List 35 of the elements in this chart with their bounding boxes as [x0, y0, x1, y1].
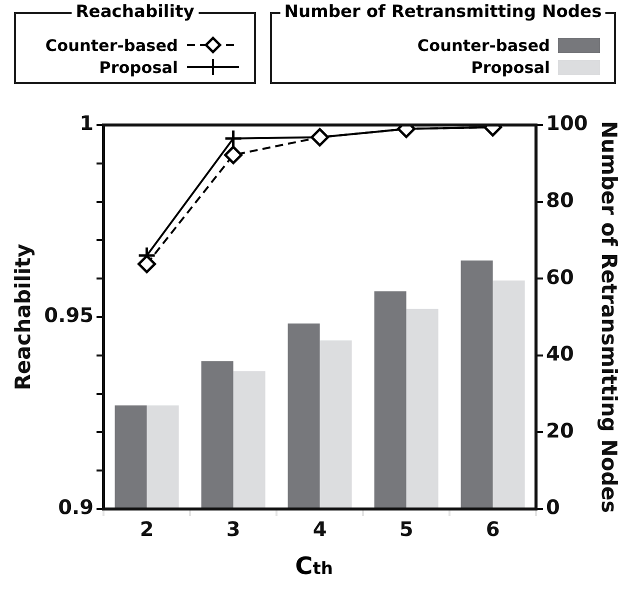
y2-tick-label: 40: [546, 342, 574, 366]
bar: [460, 260, 493, 508]
x-tick-label: 2: [140, 517, 154, 542]
y2-tick-label: 0: [546, 495, 560, 520]
legend-label: Counter-based: [417, 36, 550, 54]
y-tick-label: 0.9: [58, 495, 94, 520]
bar: [233, 371, 266, 508]
legend-label: Counter-based: [45, 36, 178, 54]
y-tick-label: 1: [80, 111, 94, 136]
bar: [146, 405, 179, 508]
bar: [374, 291, 406, 508]
bar: [288, 324, 320, 508]
y2-tick-label: 60: [546, 264, 574, 289]
y2-tick-label: 100: [546, 111, 588, 136]
bar: [492, 280, 525, 508]
bar: [406, 308, 438, 508]
bar: [201, 361, 234, 508]
y-axis-title: Reachability: [11, 243, 36, 390]
bar: [320, 340, 352, 508]
x-tick-label: 6: [486, 517, 500, 542]
y2-axis-title: Number of Retransmitting Nodes: [596, 120, 621, 514]
point: [138, 254, 156, 274]
x-tick-label: 3: [226, 517, 240, 542]
point: [224, 129, 243, 148]
y2-tick-label: 20: [546, 418, 574, 442]
x-tick-label: 4: [312, 517, 327, 542]
legend-label: Proposal: [99, 58, 178, 76]
legend-label: Proposal: [471, 58, 550, 76]
text: Number of Retransmitting Nodes: [284, 2, 602, 22]
y-tick-label: 0.95: [44, 303, 94, 328]
y2-tick-label: 80: [546, 188, 574, 212]
text: Reachability: [76, 2, 194, 22]
bar: [114, 405, 147, 508]
point: [224, 146, 243, 164]
x-tick-label: 5: [399, 517, 414, 542]
